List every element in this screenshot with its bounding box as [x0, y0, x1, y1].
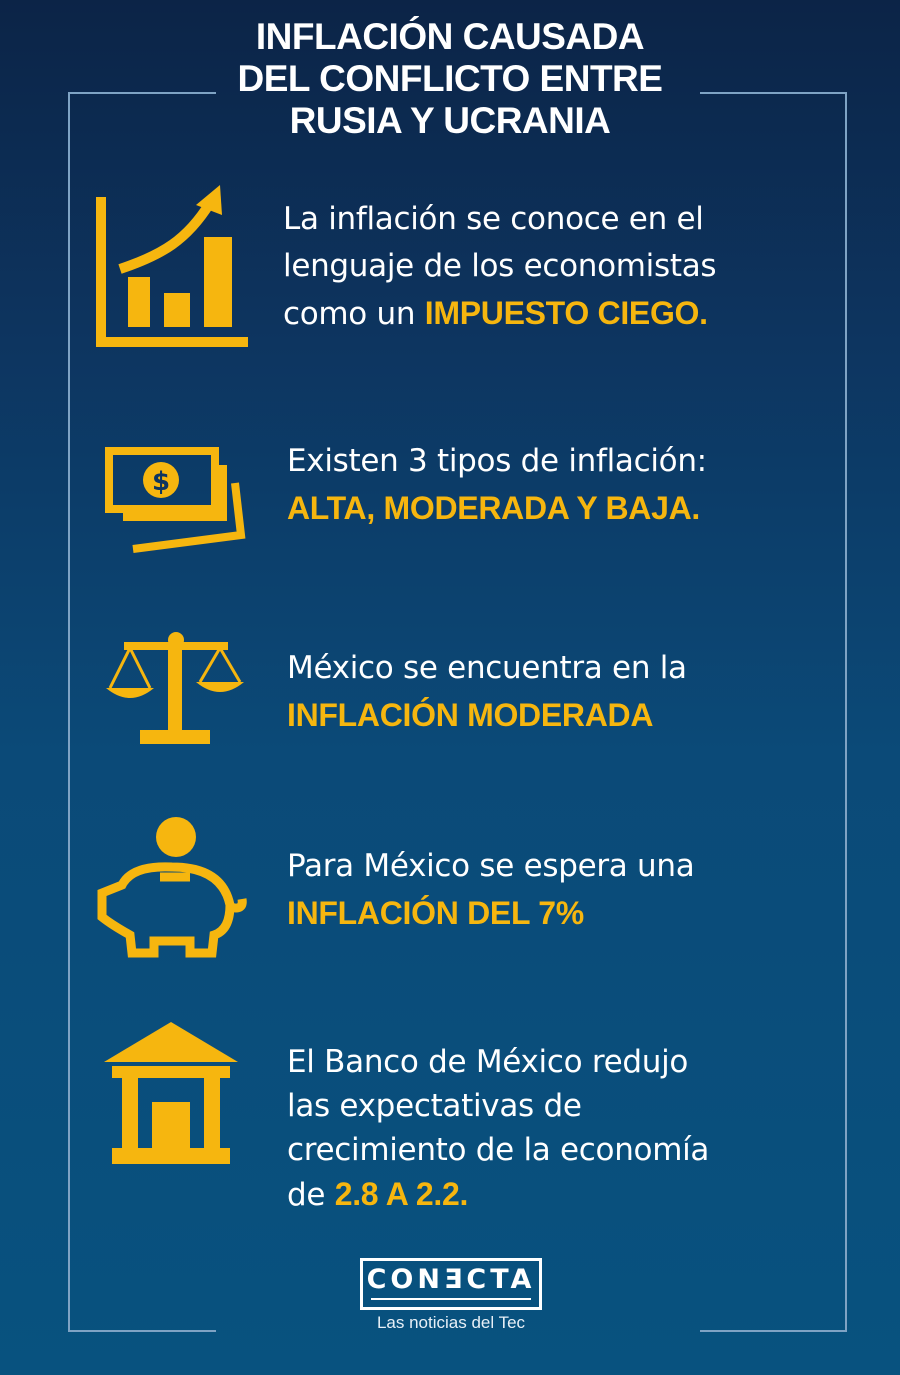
item-text: La inflación se conoce en el lenguaje de… — [283, 196, 717, 338]
frame-line — [700, 1330, 847, 1332]
title-line: RUSIA Y UCRANIA — [289, 100, 611, 141]
growth-chart-icon — [96, 185, 248, 347]
frame-line — [845, 92, 847, 1332]
frame-line — [68, 1330, 216, 1332]
bank-building-icon — [104, 1022, 238, 1164]
frame-line — [68, 92, 216, 94]
logo-underline — [371, 1298, 531, 1300]
item-text: México se encuentra en la INFLACIÓN MODE… — [287, 645, 687, 739]
text-line: El Banco de México redujo — [287, 1044, 689, 1080]
item-text: El Banco de México redujo las expectativ… — [287, 1040, 709, 1217]
money-bills-icon: $ — [105, 447, 246, 553]
text-line: La inflación se conoce en el — [283, 201, 704, 237]
conecta-logo: CONƎCTA — [360, 1258, 542, 1310]
logo-tagline: Las noticias del Tec — [376, 1313, 526, 1332]
text-line: lenguaje de los economistas — [283, 248, 717, 284]
text-line: como un — [283, 296, 425, 332]
highlight-text: INFLACIÓN MODERADA — [287, 697, 654, 733]
text-line: de — [287, 1177, 335, 1213]
highlight-text: IMPUESTO CIEGO. — [424, 295, 708, 331]
page-title: INFLACIÓN CAUSADA DEL CONFLICTO ENTRE RU… — [200, 16, 700, 142]
svg-text:$: $ — [152, 467, 170, 497]
highlight-text: 2.8 A 2.2. — [334, 1176, 469, 1212]
text-line: crecimiento de la economía — [287, 1132, 710, 1168]
balance-scale-icon — [106, 632, 244, 744]
item-text: Para México se espera una INFLACIÓN DEL … — [287, 843, 695, 937]
highlight-text: INFLACIÓN DEL 7% — [287, 895, 584, 931]
piggy-bank-icon — [97, 817, 247, 958]
text-line: México se encuentra en la — [287, 650, 687, 686]
logo-text: CONƎCTA — [366, 1264, 536, 1295]
frame-line — [68, 92, 70, 1332]
text-line: Para México se espera una — [287, 848, 695, 884]
title-line: INFLACIÓN CAUSADA — [255, 16, 645, 57]
text-line: Existen 3 tipos de inflación: — [287, 443, 707, 479]
frame-line — [700, 92, 847, 94]
highlight-text: ALTA, MODERADA Y BAJA. — [287, 490, 700, 526]
item-text: Existen 3 tipos de inflación: ALTA, MODE… — [287, 438, 707, 532]
text-line: las expectativas de — [287, 1088, 582, 1124]
title-line: DEL CONFLICTO ENTRE — [237, 58, 663, 99]
